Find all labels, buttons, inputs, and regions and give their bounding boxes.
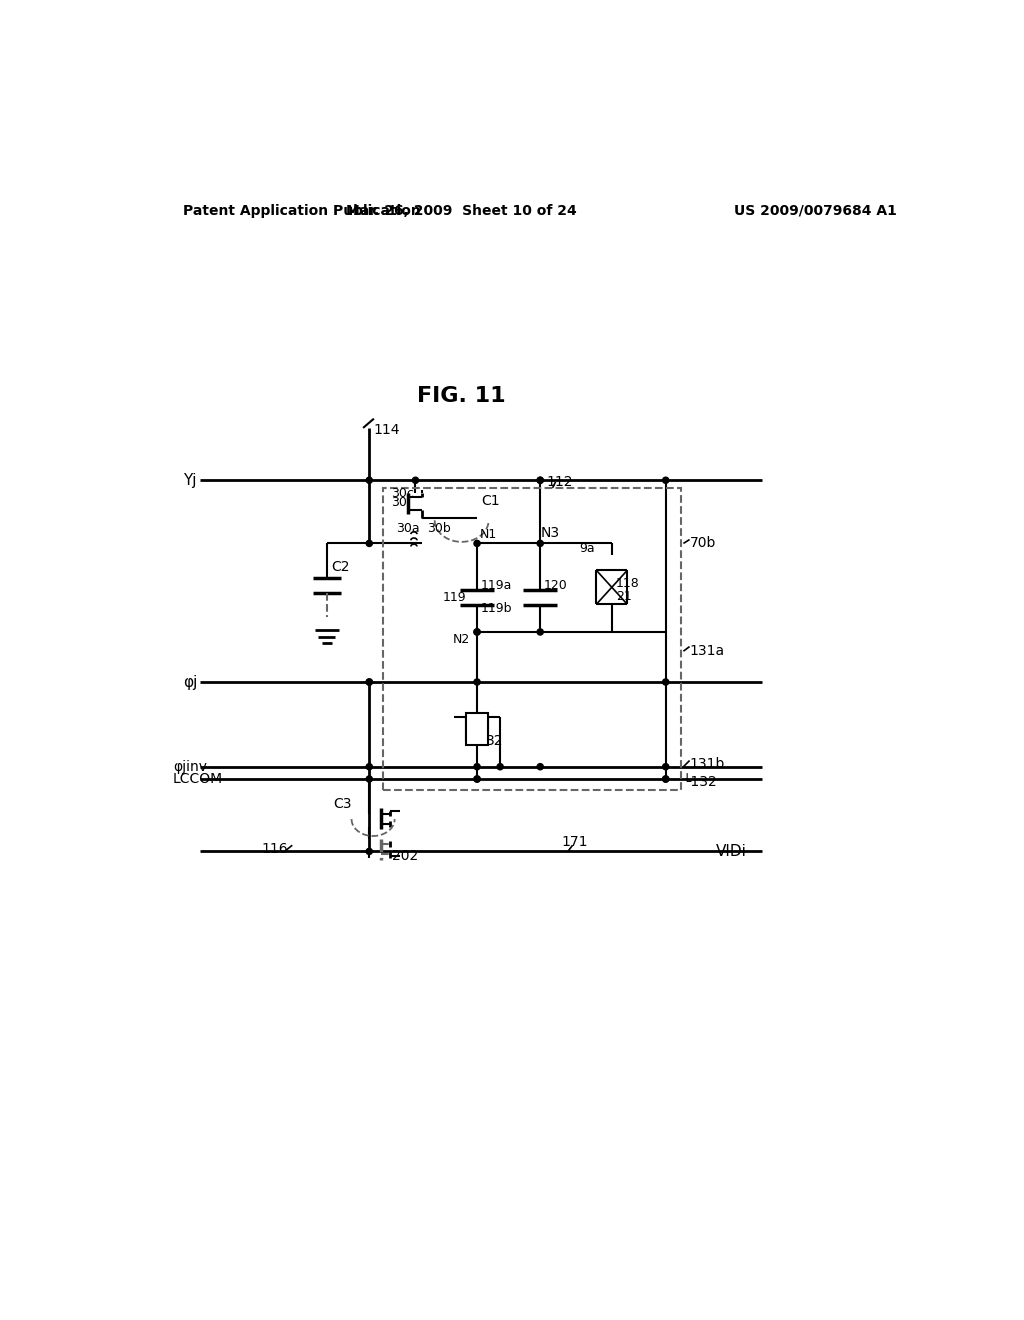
Text: N2: N2 [453,634,470,647]
Circle shape [663,776,669,781]
Text: C1: C1 [481,494,500,508]
Circle shape [367,678,373,685]
Circle shape [497,763,503,770]
Bar [466,713,487,744]
Text: VIDi: VIDi [716,843,746,859]
Text: └132: └132 [682,775,717,789]
Circle shape [474,628,480,635]
Circle shape [474,628,480,635]
Text: US 2009/0079684 A1: US 2009/0079684 A1 [734,203,897,218]
Circle shape [367,763,373,770]
Text: 32: 32 [486,734,504,747]
Text: Yj: Yj [183,473,197,488]
Circle shape [538,763,544,770]
Text: 171: 171 [562,836,588,849]
Circle shape [538,628,544,635]
Text: 30c: 30c [391,487,414,500]
Circle shape [474,678,480,685]
Text: 119b: 119b [481,602,512,615]
Text: 21: 21 [615,590,632,603]
Circle shape [367,776,373,781]
Text: 131b: 131b [689,756,725,771]
Circle shape [367,540,373,546]
Text: FIG. 11: FIG. 11 [418,385,506,405]
Text: 116: 116 [261,842,288,857]
Text: LCCOM: LCCOM [173,772,223,785]
Circle shape [367,477,373,483]
Circle shape [663,477,669,483]
Text: C2: C2 [331,560,349,574]
Circle shape [367,678,373,685]
Text: 30b: 30b [427,521,451,535]
Circle shape [538,477,544,483]
Text: 119: 119 [442,591,466,603]
Circle shape [474,540,480,546]
Text: 120: 120 [544,579,567,593]
Text: 114: 114 [373,424,399,437]
Text: C3: C3 [333,797,351,810]
Text: 119a: 119a [481,579,512,593]
Text: N3: N3 [541,525,559,540]
Text: 9a: 9a [580,543,595,556]
Text: N1: N1 [480,528,498,541]
Text: 112: 112 [547,475,572,488]
Circle shape [663,678,669,685]
Circle shape [474,776,480,781]
Text: φj: φj [183,675,198,689]
Circle shape [474,776,480,781]
Circle shape [663,776,669,781]
Circle shape [538,477,544,483]
Circle shape [367,849,373,854]
Circle shape [663,763,669,770]
Text: Patent Application Publication: Patent Application Publication [183,203,421,218]
Text: 30a: 30a [396,521,420,535]
Text: 70b: 70b [689,536,716,550]
Text: Mar. 26, 2009  Sheet 10 of 24: Mar. 26, 2009 Sheet 10 of 24 [346,203,578,218]
Text: 118: 118 [615,577,639,590]
Text: 202: 202 [392,849,419,863]
Circle shape [474,763,480,770]
Text: 30: 30 [391,496,407,510]
Bar [383,488,681,789]
Circle shape [413,477,419,483]
Circle shape [538,540,544,546]
Text: 131a: 131a [689,644,725,659]
Text: φjinv: φjinv [173,760,207,774]
